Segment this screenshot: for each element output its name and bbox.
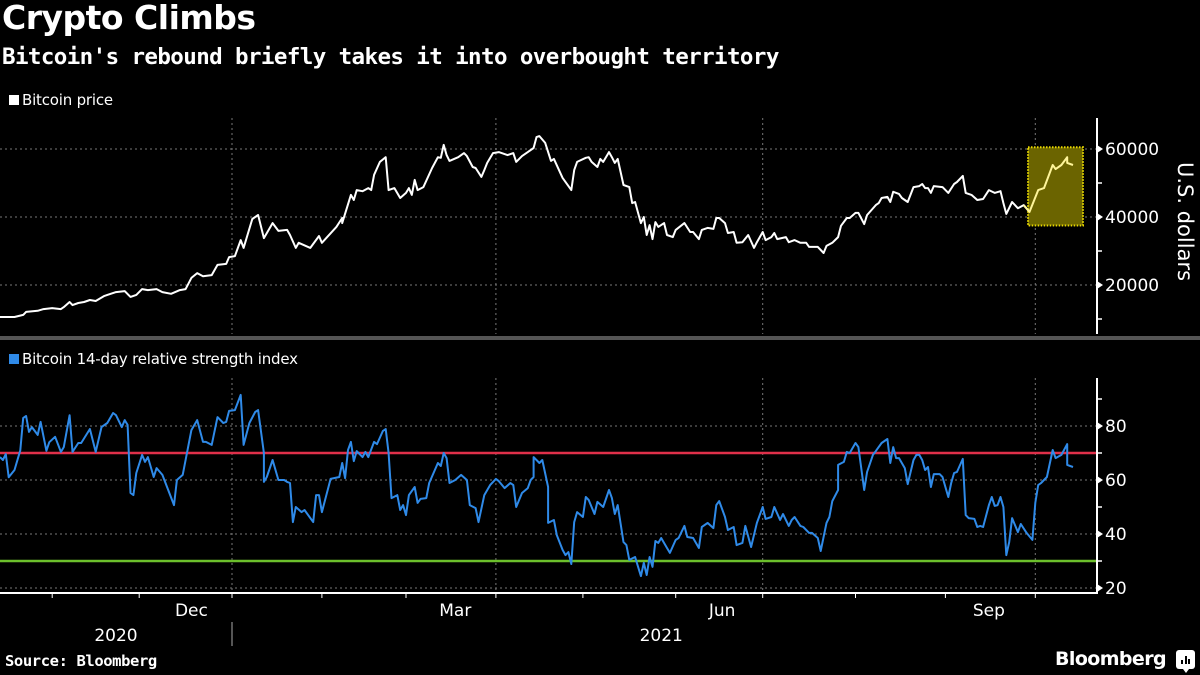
- source-note: Source: Bloomberg: [5, 652, 157, 670]
- chart-subtitle: Bitcoin's rebound briefly takes it into …: [2, 44, 779, 70]
- y-tick-label: 20000: [1105, 276, 1159, 296]
- y-tick-mark: [1097, 213, 1103, 221]
- y-tick-label: 80: [1105, 417, 1127, 437]
- y-tick-mark: [1097, 584, 1103, 592]
- chart-title: Crypto Climbs: [2, 0, 256, 37]
- legend-price: Bitcoin price: [9, 91, 113, 109]
- legend-swatch-price: [9, 95, 19, 105]
- price-highlight-box: [1027, 146, 1084, 227]
- x-month-label: Jun: [708, 601, 736, 621]
- x-month-label: Sep: [973, 601, 1005, 621]
- x-month-label: Dec: [175, 601, 208, 621]
- y-tick-label: 20: [1105, 579, 1127, 599]
- legend-rsi: Bitcoin 14-day relative strength index: [9, 350, 298, 368]
- price-series-line: [0, 135, 1031, 318]
- bloomberg-chart-icon: [1176, 650, 1195, 673]
- legend-swatch-rsi: [9, 354, 19, 364]
- y-tick-label: 60000: [1105, 140, 1159, 160]
- y-tick-mark: [1097, 145, 1103, 153]
- bloomberg-logo: Bloomberg: [1055, 648, 1167, 670]
- y-tick-label: 40000: [1105, 208, 1159, 228]
- x-month-label: Mar: [439, 601, 471, 621]
- y-tick-mark: [1097, 281, 1103, 289]
- y-tick-mark: [1097, 476, 1103, 484]
- legend-label-price: Bitcoin price: [22, 91, 113, 109]
- x-year-label: 2020: [94, 626, 137, 646]
- rsi-series-line: [0, 393, 1074, 578]
- y-tick-label: 60: [1105, 471, 1127, 491]
- y-tick-mark: [1097, 422, 1103, 430]
- x-year-label: 2021: [640, 626, 683, 646]
- y-tick-label: 40: [1105, 525, 1127, 545]
- y-tick-mark: [1097, 530, 1103, 538]
- price-axis-title: U.S. dollars: [1173, 162, 1197, 281]
- panel-separator: [0, 336, 1200, 340]
- price-series-line-highlighted: [1022, 156, 1074, 213]
- legend-label-rsi: Bitcoin 14-day relative strength index: [22, 350, 298, 368]
